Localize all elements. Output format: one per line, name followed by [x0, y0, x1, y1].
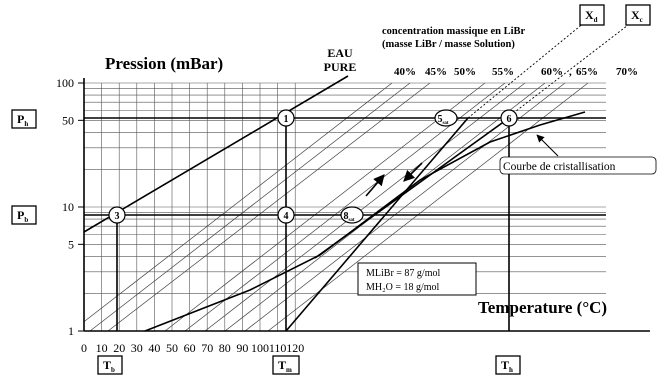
xd-leader-line — [467, 21, 586, 119]
svg-text:8sat: 8sat — [343, 211, 354, 223]
state-point-1: 1 — [277, 109, 295, 127]
x-tick-label: 0 — [81, 341, 87, 355]
box-t-high: Th — [495, 355, 521, 375]
conc-label-40: 40% — [394, 66, 416, 78]
molar-mass-box: MLiBr = 87 g/mol MH₂O = 18 g/mol — [357, 262, 477, 296]
x-tick-label: 50 — [166, 341, 178, 355]
x-tick-label: 80 — [219, 341, 231, 355]
x-tick-label: 10 — [96, 341, 108, 355]
conc-label-60: 60% — [541, 66, 563, 78]
y-tick-label: 50 — [62, 113, 74, 127]
x-tick-label: 40 — [148, 341, 160, 355]
x-tick-label: 60 — [184, 341, 196, 355]
y-tick-label: 100 — [56, 76, 74, 90]
t-high-main: T — [501, 358, 509, 372]
box-p-low: Pb — [11, 205, 37, 225]
crystallisation-text: Courbe de cristallisation — [503, 161, 616, 173]
molar-mass-water: MH₂O = 18 g/mol — [366, 282, 440, 293]
p-high-main: P — [17, 112, 24, 126]
y-tick-label: 1 — [68, 324, 74, 338]
x-tick-label: 100 — [251, 341, 269, 355]
crystallisation-label: Courbe de cristallisation — [499, 156, 657, 175]
conc-label-70: 70% — [616, 66, 638, 78]
conc-label-55: 55% — [492, 66, 514, 78]
state-point-4: 4 — [277, 206, 295, 224]
x-d-main: X — [585, 8, 594, 22]
x-tick-label: 110 — [269, 341, 287, 355]
t-mid-main: T — [278, 358, 286, 372]
crystallisation-curve — [144, 111, 586, 332]
x-tick-labels: 0 10 20 30 40 50 60 70 80 90 100 110 120 — [81, 341, 304, 355]
box-p-high: Ph — [11, 109, 37, 129]
arrow-down — [403, 162, 423, 182]
conc-label-50: 50% — [454, 66, 476, 78]
concentration-subtitle: (masse LiBr / masse Solution) — [382, 39, 515, 50]
svg-text:Th: Th — [501, 358, 513, 374]
y-tick-label: 5 — [68, 237, 74, 251]
x-c-sub: c — [640, 16, 643, 24]
svg-text:Tb: Tb — [103, 358, 115, 374]
iso-line-65 — [204, 83, 526, 331]
svg-text:Xd: Xd — [585, 8, 598, 24]
t-low-sub: b — [111, 366, 115, 374]
iso-line-40 — [84, 83, 393, 323]
x-tick-label: 30 — [131, 341, 143, 355]
state-point-6: 6 — [500, 109, 518, 127]
svg-text:1: 1 — [284, 114, 289, 125]
x-tick-label: 90 — [236, 341, 248, 355]
conc-label-45: 45% — [425, 66, 447, 78]
x-axis-title: Temperature (°C) — [478, 298, 607, 317]
conc-label-65: 65% — [576, 66, 598, 78]
x-d-sub: d — [594, 16, 598, 24]
grid — [84, 82, 606, 331]
state-point-5sat: 5sat — [434, 109, 458, 127]
state-point-3: 3 — [108, 206, 126, 224]
svg-text:Ph: Ph — [17, 112, 28, 128]
pure-water-label-line2: PURE — [324, 60, 357, 74]
box-t-mid: Tm — [272, 355, 300, 375]
t-low-main: T — [103, 358, 111, 372]
svg-text:Pb: Pb — [17, 208, 28, 224]
y-axis-title: Pression (mBar) — [105, 54, 223, 73]
y-tick-label: 10 — [62, 200, 74, 214]
molar-mass-libr: MLiBr = 87 g/mol — [366, 268, 440, 279]
iso-line-50 — [107, 83, 431, 331]
box-t-low: Tb — [97, 355, 123, 375]
p-high-sub: h — [24, 120, 28, 128]
x-tick-label: 70 — [201, 341, 213, 355]
iso-line-45 — [89, 83, 411, 331]
box-x-d: Xd — [579, 4, 605, 26]
p-low-sub: b — [24, 216, 28, 224]
conc-label-separator: , — [569, 66, 572, 78]
x-c-main: X — [631, 8, 640, 22]
svg-text:3: 3 — [115, 211, 120, 222]
y-tick-labels: 1 5 10 50 100 — [56, 76, 84, 338]
svg-text:5sat: 5sat — [437, 114, 448, 126]
box-x-c: Xc — [625, 4, 651, 26]
iso-line-60 — [164, 83, 486, 331]
p-low-main: P — [17, 208, 24, 222]
t-high-sub: h — [509, 366, 513, 374]
state-point-8sat: 8sat — [340, 206, 364, 224]
arrow-up — [365, 174, 385, 197]
concentration-labels: 40% 45% 50% 55% 60% , 65% 70% — [394, 66, 638, 78]
solution-line-xd — [285, 117, 469, 332]
concentration-title: concentration massique en LiBr — [382, 26, 526, 37]
pure-water-line — [83, 75, 349, 233]
crystallisation-pointer — [536, 134, 559, 157]
t-mid-sub: m — [286, 366, 292, 374]
x-tick-label: 120 — [286, 341, 304, 355]
x-tick-label: 20 — [113, 341, 125, 355]
svg-text:4: 4 — [284, 211, 289, 222]
svg-text:Tm: Tm — [278, 358, 292, 374]
svg-text:6: 6 — [507, 114, 512, 125]
svg-text:Xc: Xc — [631, 8, 643, 24]
pure-water-label-line1: EAU — [327, 46, 353, 60]
